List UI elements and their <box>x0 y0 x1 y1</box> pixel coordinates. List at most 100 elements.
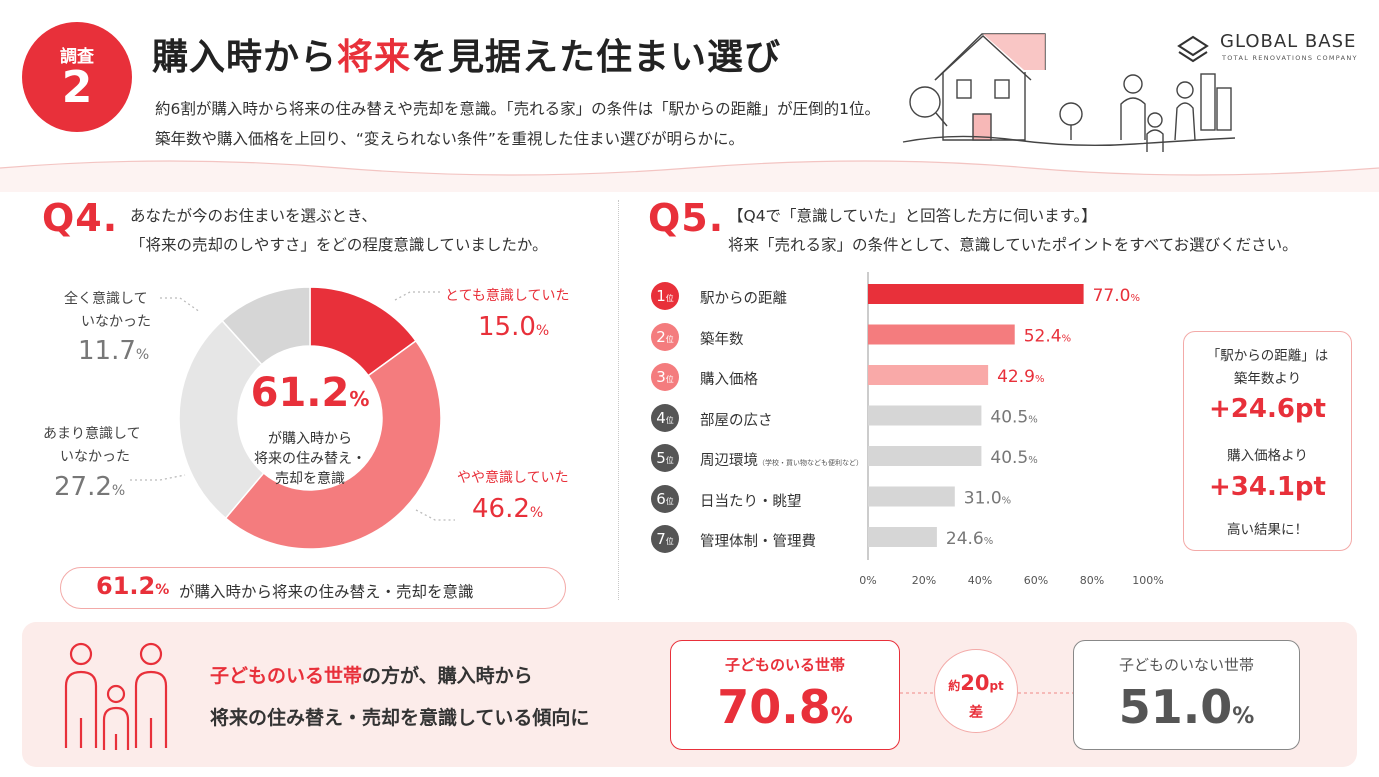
bottom-line-1-rest: の方が、購入時から <box>362 665 533 687</box>
donut-slice <box>178 319 265 520</box>
gap-circle <box>934 649 1018 733</box>
rank-number: 1 <box>656 287 666 305</box>
rank-badge: 6位 <box>651 484 679 513</box>
box-value-1: +24.6pt <box>1209 394 1326 424</box>
box-value-2: +34.1pt <box>1209 472 1326 502</box>
bar-category-label: 周辺環境（学校・買い物なども便利など） <box>700 449 863 470</box>
q4-donut-chart <box>178 286 442 550</box>
segment-value-unit: % <box>135 347 150 363</box>
rank-suffix: 位 <box>665 496 674 506</box>
bar-value-unit: % <box>1028 455 1038 466</box>
with-children-unit: % <box>830 704 853 729</box>
bar-category-note: （学校・買い物なども便利など） <box>758 459 863 467</box>
donut-center-line-3: 売却を意識 <box>275 471 345 487</box>
box-line-3: 購入価格より <box>1227 448 1308 464</box>
summary-unit: % <box>155 582 170 598</box>
donut-center-value: 61.2% <box>248 370 372 416</box>
bar-value-label: 52.4% <box>1024 327 1071 347</box>
segment-value-unit: % <box>535 323 550 339</box>
rank-suffix: 位 <box>665 415 674 425</box>
segment-value-somewhat-number: 46.2 <box>472 494 530 524</box>
bar-value-label: 42.9% <box>997 367 1044 387</box>
bar-value-unit: % <box>1062 334 1072 345</box>
donut-center-number: 61.2 <box>250 370 350 416</box>
bar-value-label: 77.0% <box>1093 286 1140 306</box>
rank-badge: 7位 <box>651 525 679 553</box>
bar <box>868 446 982 466</box>
bar-value-unit: % <box>1035 374 1045 385</box>
box-line-2: 築年数より <box>1233 371 1302 387</box>
segment-value-not-much-number: 27.2 <box>54 472 112 502</box>
bar <box>868 365 989 385</box>
segment-label-not-much-line2: いなかった <box>60 449 130 465</box>
badge-label: 調査 <box>60 47 94 67</box>
with-children-box <box>670 640 900 750</box>
summary-number: 61.2 <box>96 572 156 600</box>
bar-value-unit: % <box>1130 293 1140 304</box>
bar-value-unit: % <box>1028 415 1038 426</box>
bar-value-number: 40.5 <box>990 448 1028 468</box>
title-highlight: 将来 <box>337 37 412 78</box>
family-icon <box>64 642 168 750</box>
x-tick-label: 40% <box>968 574 992 587</box>
bar-category-label: 築年数 <box>700 328 744 349</box>
title-pre: 購入時から <box>152 37 338 78</box>
bar-value-label: 31.0% <box>964 489 1011 509</box>
bar <box>868 527 937 547</box>
q5-highlight-box <box>1183 331 1352 551</box>
bar-category-text: 周辺環境 <box>700 453 758 469</box>
q5-question-line-1: 【Q4で「意識していた」と回答した方に伺います。】 <box>728 207 1097 225</box>
donut-center-line-1: が購入時から <box>268 431 352 447</box>
bar-value-number: 52.4 <box>1024 327 1062 347</box>
donut-leader-lines <box>130 291 455 521</box>
x-tick-label: 0% <box>859 574 876 587</box>
bar-category-text: 築年数 <box>700 331 744 348</box>
without-children-number: 51.0 <box>1118 680 1233 734</box>
bar-category-label: 駅からの距離 <box>700 287 787 308</box>
bar-value-number: 40.5 <box>990 408 1028 428</box>
bar-value-unit: % <box>1002 496 1012 507</box>
x-tick-label: 20% <box>912 574 936 587</box>
title-post: を見据えた住まい選び <box>411 37 782 78</box>
donut-slice <box>224 339 442 550</box>
rank-suffix: 位 <box>665 375 674 384</box>
segment-label-not-at-all-line1: 全く意識して <box>64 291 148 307</box>
rank-number: 5 <box>656 449 666 467</box>
house-family-illustration <box>902 33 1236 152</box>
segment-value-very: 15.0% <box>478 312 549 342</box>
box-line-4: 高い結果に！ <box>1227 522 1308 538</box>
survey-badge: 調査 2 <box>22 22 132 132</box>
x-tick-label: 100% <box>1132 574 1163 587</box>
rank-suffix: 位 <box>665 334 674 344</box>
bar-category-text: 購入価格 <box>700 372 758 388</box>
bar-category-text: 日当たり・眺望 <box>700 493 802 510</box>
logo-name: GLOBAL BASE <box>1220 31 1357 52</box>
rank-number: 7 <box>656 530 666 548</box>
rank-badge: 3位 <box>651 363 679 391</box>
summary-value: 61.2% <box>96 572 169 600</box>
bar-value-label: 24.6% <box>946 529 993 549</box>
rank-badge: 2位 <box>651 322 679 351</box>
box-line-1: 「駅からの距離」は <box>1206 348 1329 364</box>
header-wave-divider <box>0 160 1379 192</box>
without-children-unit: % <box>1232 704 1255 729</box>
rank-number: 2 <box>656 327 666 346</box>
bar <box>868 486 955 507</box>
segment-label-not-much-line1: あまり意識して <box>43 426 141 442</box>
q4-question-line-1: あなたが今のお住まいを選ぶとき、 <box>130 207 377 225</box>
segment-label-not-at-all-line2: いなかった <box>81 314 151 330</box>
q5-question-line-2: 将来「売れる家」の条件として、意識していたポイントをすべてお選びください。 <box>728 236 1298 254</box>
global-base-logo-icon <box>1177 35 1209 63</box>
gap-suffix: 差 <box>969 705 983 721</box>
bar-category-text: 管理体制・管理費 <box>700 534 816 550</box>
bar-value-number: 24.6 <box>946 529 984 549</box>
segment-label-somewhat: やや意識していた <box>457 470 569 486</box>
bar-category-text: 部屋の広さ <box>700 412 773 429</box>
logo-subtitle: TOTAL RENOVATIONS COMPANY <box>1222 54 1358 62</box>
lead-line-1: 約6割が購入時から将来の住み替えや売却を意識。「売れる家」の条件は「駅からの距離… <box>155 100 880 118</box>
segment-value-not-much: 27.2% <box>54 472 125 502</box>
lead-line-2: 築年数や購入価格を上回り、“変えられない条件”を重視した住まい選びが明らかに。 <box>155 130 744 148</box>
bar-category-label: 日当たり・眺望 <box>700 490 802 511</box>
bar-category-text: 駅からの距離 <box>700 291 787 307</box>
rank-badge: 1位 <box>651 282 679 310</box>
